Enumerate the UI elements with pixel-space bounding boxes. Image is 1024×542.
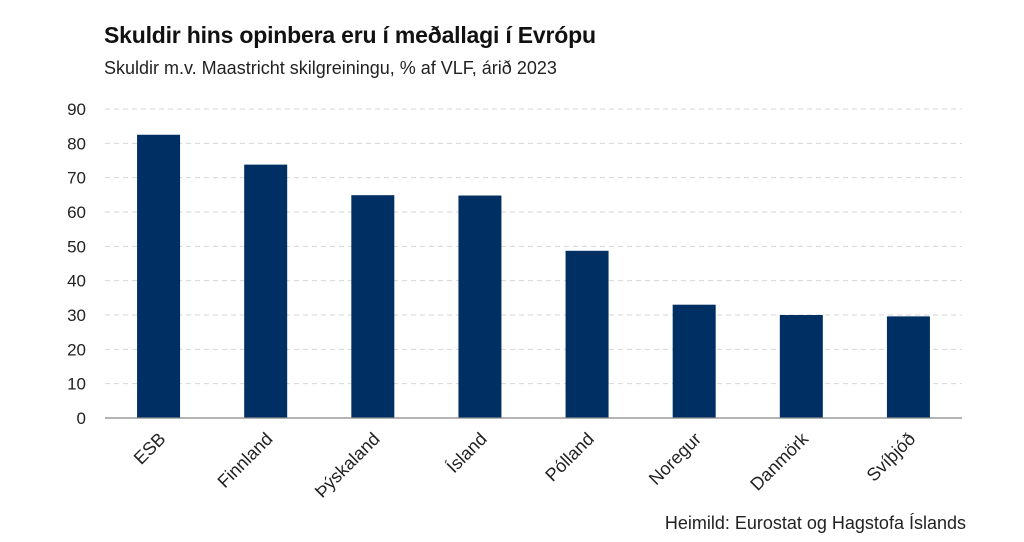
y-tick-label: 20 [67,340,86,359]
y-tick-label: 60 [67,203,86,222]
y-tick-label: 40 [67,272,86,291]
gridlines [105,108,962,385]
bar [137,134,181,418]
bar [244,164,288,418]
y-tick-label: 80 [67,134,86,153]
y-tick-label: 0 [77,409,86,428]
x-tick-label: Pólland [541,429,598,486]
x-tick-label: Noregur [645,429,705,489]
bars [137,134,930,418]
chart-title: Skuldir hins opinbera eru í meðallagi í … [104,22,596,48]
bar [351,195,395,418]
bar [779,315,823,418]
chart-subtitle: Skuldir m.v. Maastricht skilgreiningu, %… [104,58,557,78]
bar [565,250,609,418]
x-tick-label: ESB [130,429,170,469]
y-axis-ticks: 0 10 20 30 40 50 60 70 80 90 [67,100,86,428]
x-tick-label: Þýskaland [311,429,384,502]
x-tick-label: Ísland [443,429,491,477]
source-note: Heimild: Eurostat og Hagstofa Íslands [664,513,966,533]
x-tick-label: Danmörk [746,428,812,494]
y-tick-label: 30 [67,306,86,325]
x-tick-label: Finnland [214,429,277,492]
x-axis-ticks: ESB Finnland Þýskaland Ísland Pólland Noregur… [130,428,919,502]
bar [672,304,716,418]
y-tick-label: 50 [67,237,86,256]
bar [886,316,930,418]
y-tick-label: 10 [67,375,86,394]
y-tick-label: 90 [67,100,86,119]
bar [458,195,502,418]
x-tick-label: Svíþjóð [863,429,920,486]
y-tick-label: 70 [67,169,86,188]
